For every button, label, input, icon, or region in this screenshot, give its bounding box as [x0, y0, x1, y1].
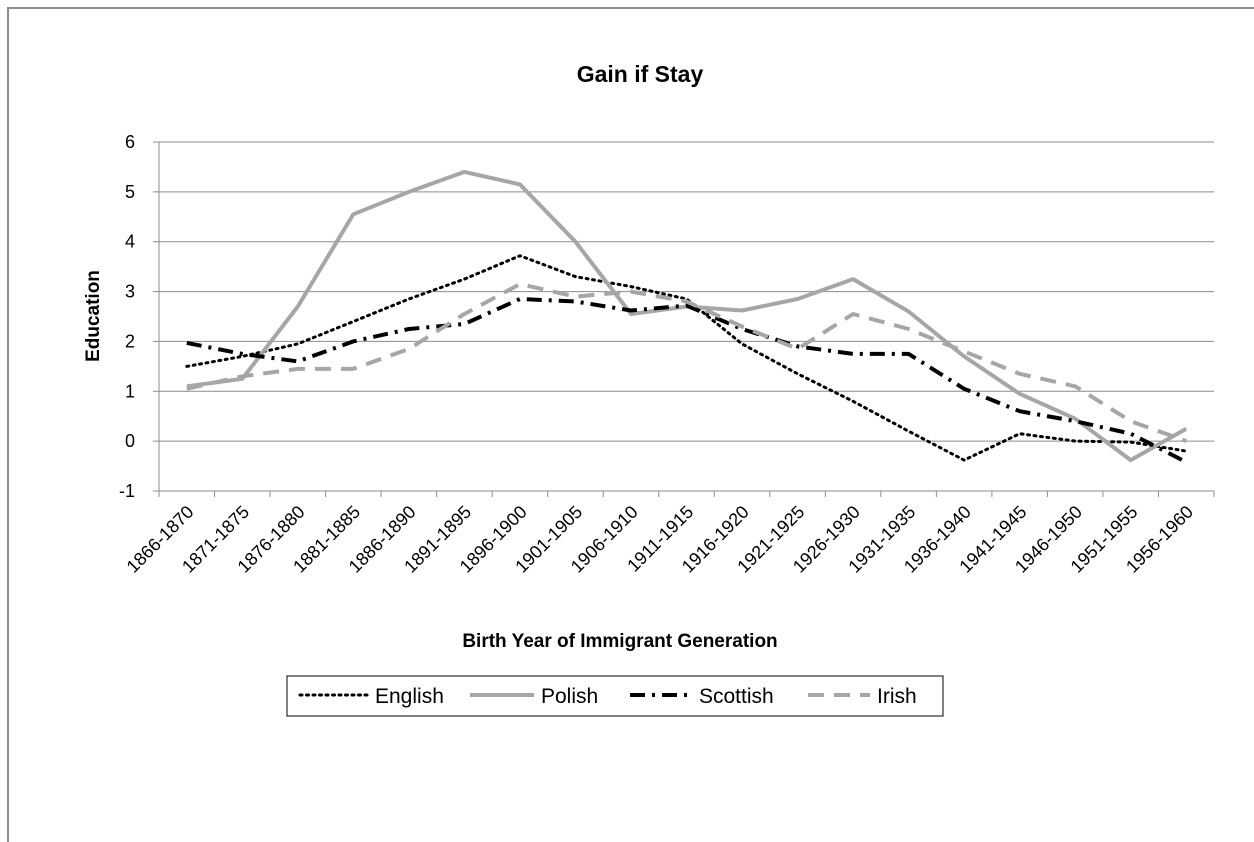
y-tick-label: 6: [125, 132, 135, 152]
series-line-english: [185, 254, 1188, 462]
y-tick-label: 3: [125, 282, 135, 302]
y-tick-label: 2: [125, 331, 135, 351]
series-line-polish: [186, 169, 1188, 463]
y-tick-label: 1: [125, 381, 135, 401]
x-axis-title: Birth Year of Immigrant Generation: [462, 631, 777, 652]
x-tick-labels: 1866-18701871-18751876-18801881-18851886…: [123, 502, 1197, 577]
y-axis-title: Education: [83, 270, 104, 362]
legend-box: [286, 675, 944, 717]
legend-label-english: English: [375, 685, 444, 708]
legend: English Polish Scottish Irish: [286, 675, 944, 717]
series-line-scottish: [186, 297, 1188, 464]
series-line-irish: [186, 282, 1187, 443]
y-tick-label: 5: [125, 182, 135, 202]
y-tick-label: 0: [125, 431, 135, 451]
chart-frame: [7, 7, 1254, 842]
y-tick-labels: -1 0 1 2 3 4 5 6: [119, 132, 135, 501]
chart-title: Gain if Stay: [577, 61, 704, 87]
y-tick-label: 4: [125, 232, 135, 252]
legend-label-irish: Irish: [877, 685, 917, 708]
legend-label-polish: Polish: [541, 685, 598, 708]
legend-label-scottish: Scottish: [699, 685, 774, 708]
series-lines: [185, 169, 1188, 464]
y-tick-label: -1: [119, 481, 135, 501]
axes: [158, 142, 1215, 497]
